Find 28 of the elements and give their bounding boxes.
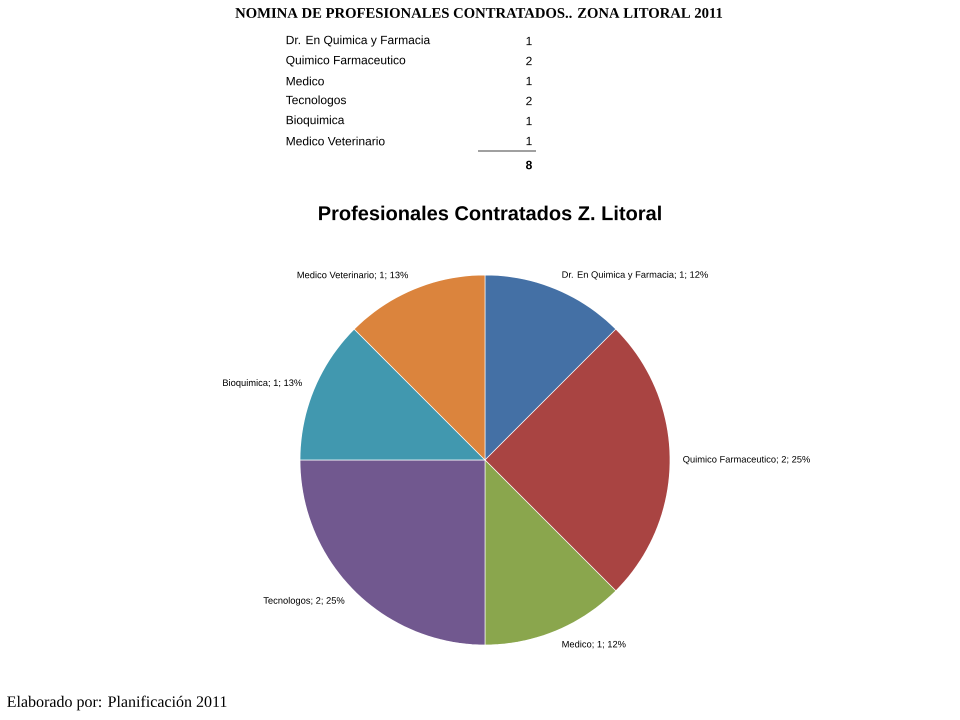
slice-label: Medico Veterinario bbox=[298, 271, 374, 278]
text: Dr. En Quimica y Farmacia bbox=[286, 35, 430, 47]
chart-subtitle: Profesionales Contratados Z. Litoral bbox=[319, 206, 661, 220]
text: Bioquimica bbox=[286, 115, 344, 127]
data-label: ; 2; 25% bbox=[311, 597, 344, 605]
data-label: ; 1; 12% bbox=[674, 271, 708, 279]
text: Elaborado por: Planificación 2011 bbox=[7, 696, 226, 710]
data-label: ; 1; 12% bbox=[592, 640, 626, 649]
text: Medico Veterinario bbox=[286, 136, 385, 146]
slice-label: Dr. En Quimica y Farmacia bbox=[562, 271, 674, 280]
text: 2 bbox=[526, 96, 532, 106]
data-label: ; 1; 13% bbox=[268, 379, 302, 388]
text: 1 bbox=[526, 36, 532, 46]
chart-title: NOMINA DE PROFESIONALES CONTRATADOS.. ZONA LITORAL 2011 bbox=[235, 8, 722, 18]
text: Medico bbox=[286, 76, 324, 86]
text: 8 bbox=[526, 160, 532, 170]
text: 2 bbox=[526, 56, 532, 66]
text: Tecnologos bbox=[286, 95, 346, 107]
slice-label: Bioquimica bbox=[223, 379, 268, 388]
data-label: ; 1; 13% bbox=[374, 272, 408, 280]
text: 1 bbox=[526, 136, 532, 146]
slice-label: Medico bbox=[562, 640, 592, 648]
text: Quimico Farmaceutico bbox=[286, 56, 406, 66]
text: 1 bbox=[526, 116, 532, 126]
slice-label: Tecnologos bbox=[263, 596, 310, 606]
slice-label: Quimico Farmaceutico bbox=[683, 456, 776, 464]
text: 1 bbox=[526, 76, 532, 86]
data-label: ; 2; 25% bbox=[776, 456, 810, 464]
